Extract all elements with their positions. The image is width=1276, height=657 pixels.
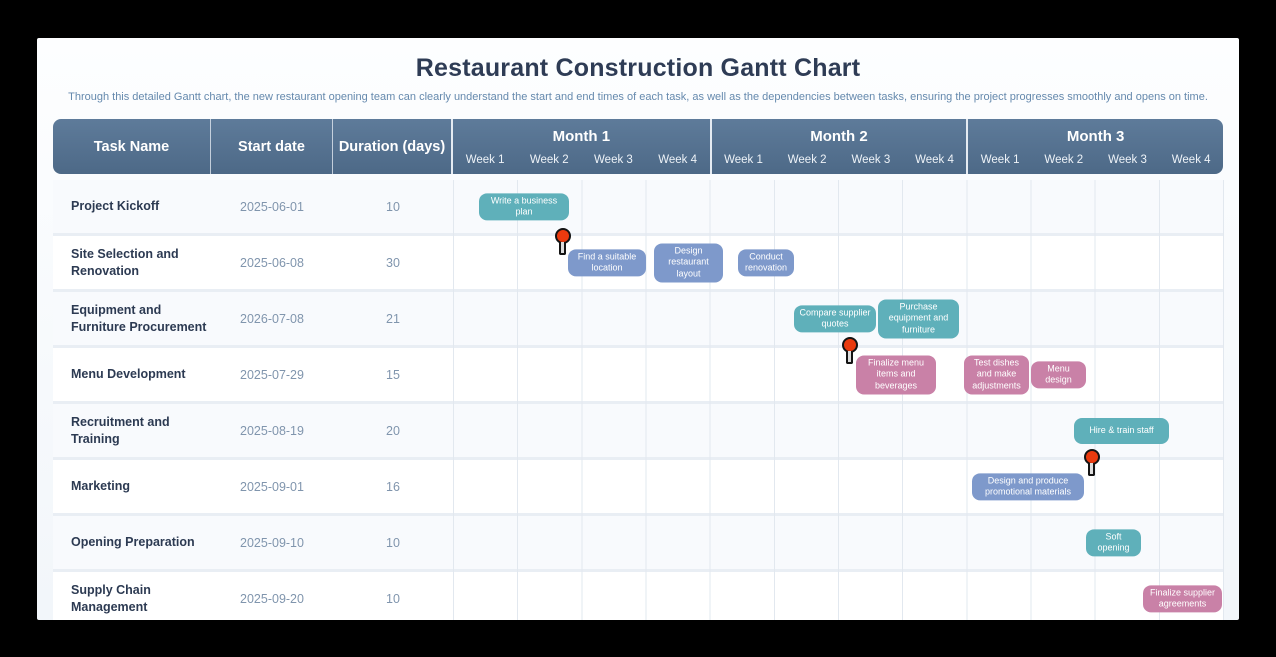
gantt-bar[interactable]: Finalize supplier agreements — [1143, 584, 1222, 613]
week-label: Week 2 — [1044, 154, 1084, 166]
week-label: Week 3 — [851, 154, 891, 166]
task-name: Recruitment and Training — [71, 415, 170, 446]
week-label: Week 1 — [724, 154, 763, 166]
col-header-duration: Duration (days) — [333, 119, 453, 174]
task-start-date: 2025-06-08 — [240, 255, 304, 270]
task-timeline: Compare supplier quotes Purchase equipmen… — [453, 292, 1223, 345]
task-timeline: Finalize supplier agreements — [453, 572, 1223, 620]
task-start-date: 2025-09-01 — [240, 479, 304, 494]
table-row: Marketing 2025-09-01 16 Design and produce … — [53, 460, 1223, 513]
task-duration: 30 — [386, 255, 400, 270]
col-header-start-date: Start date — [211, 119, 333, 174]
month-group-2: Month 2 Week 1 Week 2 Week 3 Week 4 — [709, 119, 967, 174]
task-name: Supply Chain Management — [71, 583, 151, 614]
task-start-date: 2025-07-29 — [240, 367, 304, 382]
task-duration: 20 — [386, 423, 400, 438]
gantt-bar[interactable]: Find a suitable location — [568, 248, 646, 277]
month-label: Month 2 — [810, 128, 868, 145]
gantt-bar[interactable]: Soft opening — [1086, 528, 1141, 557]
task-start-date: 2026-07-08 — [240, 311, 304, 326]
gantt-bar[interactable]: Menu design — [1031, 360, 1086, 389]
task-duration: 10 — [386, 199, 400, 214]
gantt-bar[interactable]: Write a business plan — [479, 192, 569, 221]
task-start-date: 2025-08-19 — [240, 423, 304, 438]
gantt-bar[interactable]: Hire & train staff — [1074, 417, 1169, 444]
milestone-pin[interactable] — [841, 337, 858, 364]
milestone-pin[interactable] — [1083, 449, 1100, 476]
week-label: Week 2 — [787, 154, 827, 166]
task-name: Opening Preparation — [71, 535, 195, 550]
gantt-header: Task Name Start date Duration (days) Mon… — [53, 119, 1223, 174]
month-label: Month 1 — [552, 128, 611, 145]
task-timeline: Design and produce promotional materials — [453, 460, 1223, 513]
week-label: Week 4 — [1171, 154, 1211, 166]
table-row: Recruitment and Training 2025-08-19 20 Hire… — [53, 404, 1223, 457]
task-name: Menu Development — [71, 367, 186, 382]
month-group-1: Month 1 Week 1 Week 2 Week 3 Week 4 — [453, 119, 710, 174]
week-labels: Week 1 Week 2 Week 3 Week 4 — [453, 146, 710, 174]
gantt-bar[interactable]: Design restaurant layout — [654, 242, 723, 283]
week-label: Week 4 — [915, 154, 954, 166]
task-duration: 16 — [386, 479, 400, 494]
page-subtitle: Through this detailed Gantt chart, the n… — [68, 91, 1208, 103]
month-label: Month 3 — [1066, 128, 1125, 145]
task-start-date: 2025-06-01 — [240, 199, 304, 214]
gantt-bar[interactable]: Test dishes and make adjustments — [964, 354, 1029, 395]
task-timeline: Hire & train staff — [453, 404, 1223, 457]
milestone-pin-stem-icon — [559, 242, 566, 255]
task-duration: 10 — [386, 535, 400, 550]
table-row: Supply Chain Management 2025-09-20 10 Final… — [53, 572, 1223, 620]
task-name: Marketing — [71, 479, 131, 494]
week-labels: Week 1 Week 2 Week 3 Week 4 — [712, 146, 967, 174]
milestone-pin-stem-icon — [1088, 463, 1095, 476]
col-header-task-name: Task Name — [53, 119, 211, 174]
task-start-date: 2025-09-10 — [240, 535, 304, 550]
milestone-pin[interactable] — [554, 228, 571, 255]
milestone-pin-stem-icon — [846, 351, 853, 364]
week-label: Week 3 — [1108, 154, 1147, 166]
table-row: Menu Development 2025-07-29 15 Finalize men… — [53, 348, 1223, 401]
week-label: Week 2 — [529, 154, 569, 166]
gantt-body: Project Kickoff 2025-06-01 10 Write a busin… — [53, 180, 1224, 620]
task-timeline: Find a suitable location Design restauran… — [453, 236, 1223, 289]
task-name: Equipment and Furniture Procurement — [71, 303, 207, 334]
week-label: Week 3 — [594, 154, 633, 166]
gantt-card: Restaurant Construction Gantt Chart Thro… — [37, 38, 1239, 620]
task-start-date: 2025-09-20 — [240, 591, 304, 606]
task-timeline: Finalize menu items and beverages Test di… — [453, 348, 1223, 401]
week-label: Week 4 — [658, 154, 697, 166]
timeline-header: Month 1 Week 1 Week 2 Week 3 Week 4 Month 2 We… — [453, 119, 1223, 174]
gantt-table: Task Name Start date Duration (days) Mon… — [53, 119, 1224, 620]
table-row: Equipment and Furniture Procurement 2026-… — [53, 292, 1223, 345]
week-label: Week 1 — [980, 154, 1020, 166]
task-duration: 15 — [386, 367, 400, 382]
task-timeline: Soft opening — [453, 516, 1223, 569]
task-duration: 21 — [386, 311, 400, 326]
page-title: Restaurant Construction Gantt Chart — [415, 54, 861, 82]
gantt-bar[interactable]: Purchase equipment and furniture — [878, 298, 959, 339]
gantt-bar[interactable]: Design and produce promotional materials — [972, 472, 1084, 501]
task-duration: 10 — [386, 591, 400, 606]
table-row: Opening Preparation 2025-09-10 10 Soft open… — [53, 516, 1223, 569]
gantt-bar[interactable]: Finalize menu items and beverages — [856, 354, 936, 395]
task-name: Site Selection and Renovation — [71, 247, 179, 278]
week-label: Week 1 — [465, 154, 505, 166]
gantt-bar[interactable]: Conduct renovation — [738, 248, 794, 277]
table-row: Project Kickoff 2025-06-01 10 Write a busin… — [53, 180, 1223, 233]
table-row: Site Selection and Renovation 2025-06-08 3… — [53, 236, 1223, 289]
task-timeline: Write a business plan — [453, 180, 1223, 233]
task-name: Project Kickoff — [71, 199, 160, 214]
month-group-3: Month 3 Week 1 Week 2 Week 3 Week 4 — [966, 119, 1223, 174]
week-labels: Week 1 Week 2 Week 3 Week 4 — [968, 146, 1223, 174]
gantt-bar[interactable]: Compare supplier quotes — [794, 304, 876, 333]
